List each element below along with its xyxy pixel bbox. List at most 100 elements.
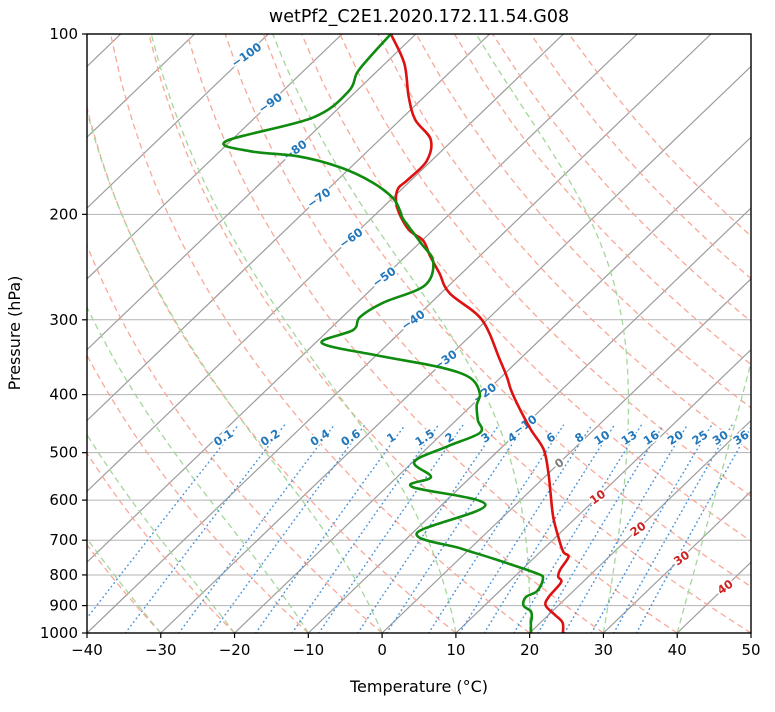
x-tick-label: −10 xyxy=(293,641,325,659)
isotherm-line xyxy=(381,278,751,633)
moist-adiabat-line xyxy=(87,108,383,633)
mixing-ratio-label: 30 xyxy=(710,427,731,447)
moist-adiabat-lines xyxy=(87,34,751,633)
y-tick-label: 500 xyxy=(49,444,78,462)
isotherm-line xyxy=(87,34,712,633)
dry-adiabat-line xyxy=(262,34,751,588)
mixing-ratio-line xyxy=(590,424,713,633)
mixing-ratio-line xyxy=(178,424,335,633)
x-tick-label: −20 xyxy=(219,641,251,659)
moist-adiabat-line xyxy=(676,359,751,633)
mixing-ratio-label: 36 xyxy=(730,427,751,447)
dry-adiabat-line xyxy=(377,34,751,453)
y-tick-label: 100 xyxy=(49,25,78,43)
y-tick-label: 400 xyxy=(49,386,78,404)
isotherm-line xyxy=(529,419,751,633)
dry-adiabat-line xyxy=(453,34,751,366)
mixing-ratio-line xyxy=(613,424,733,633)
mixing-ratio-label: 25 xyxy=(689,427,710,447)
axes-frame: −40 −30 −20 −10 0 10 20 30 40 5010020030040050060… xyxy=(40,25,761,659)
y-tick-label: 1000 xyxy=(40,624,78,642)
y-tick-label: 700 xyxy=(49,531,78,549)
x-tick-label: −30 xyxy=(145,641,177,659)
dry-adiabat-line xyxy=(301,34,751,542)
mixing-ratio-line xyxy=(427,424,565,633)
mixing-ratio-label: 8 xyxy=(572,430,586,446)
dry-adiabat-line xyxy=(530,34,751,280)
moist-adiabat-line xyxy=(750,631,751,633)
mixing-ratio-label: 1.5 xyxy=(412,426,437,449)
isotherm-line xyxy=(87,34,417,351)
mixing-ratio-label: 1 xyxy=(384,430,398,446)
mixing-ratio-label: 6 xyxy=(544,430,558,446)
mixing-ratio-line xyxy=(563,424,688,633)
x-tick-label: 50 xyxy=(741,641,760,659)
isotherm-line xyxy=(87,34,638,564)
isotherm-line xyxy=(307,207,751,633)
mixing-ratio-line xyxy=(211,424,366,633)
mixing-ratio-label: 16 xyxy=(641,427,662,447)
mixing-ratio-line xyxy=(124,424,286,633)
isotherm-lines xyxy=(87,34,751,633)
dry-adiabat-line xyxy=(87,243,383,633)
mixing-ratio-label: 0.4 xyxy=(308,426,333,449)
mixing-ratio-label: 0.1 xyxy=(211,426,236,449)
moist-adiabat-line xyxy=(475,34,630,633)
y-tick-label: 300 xyxy=(49,311,78,329)
mixing-ratio-line xyxy=(385,424,526,633)
moist-adiabat-line xyxy=(87,305,309,633)
mixing-ratio-line xyxy=(513,424,642,633)
dry-adiabat-line xyxy=(87,353,309,633)
dry-adiabat-line xyxy=(339,34,751,497)
isotherm-line xyxy=(87,34,343,280)
dry-adiabat-lines xyxy=(87,34,751,633)
dry-adiabat-line xyxy=(87,543,162,633)
dry-adiabat-line xyxy=(415,34,751,409)
x-tick-label: 10 xyxy=(446,641,465,659)
isotherm-label: −100 xyxy=(229,40,265,71)
isotherm-line xyxy=(87,34,491,422)
x-tick-label: −40 xyxy=(71,641,103,659)
sounding-curves xyxy=(222,34,570,633)
isotherm-line xyxy=(87,34,269,209)
isotherm-line xyxy=(87,34,195,139)
dry-adiabat-line xyxy=(568,34,751,237)
dry-adiabat-line xyxy=(87,452,236,633)
mixing-ratio-line xyxy=(458,424,593,633)
isotherm-line xyxy=(234,136,751,633)
plot-border xyxy=(86,33,752,634)
y-tick-label: 600 xyxy=(49,491,78,509)
dry-adiabat-line xyxy=(148,34,604,633)
dewpoint-curve xyxy=(222,34,545,633)
dry-adiabat-line xyxy=(109,34,531,633)
dry-adiabat-line xyxy=(224,34,751,633)
isotherm-line xyxy=(87,34,564,493)
moist-adiabat-line xyxy=(150,34,457,633)
moist-adiabat-line xyxy=(87,433,236,633)
y-axis-label: Pressure (hPa) xyxy=(5,276,24,391)
mixing-ratio-label: 20 xyxy=(665,427,686,447)
dry-adiabat-line xyxy=(492,34,751,323)
x-axis-label: Temperature (°C) xyxy=(349,677,488,696)
moist-adiabat-line xyxy=(87,537,162,633)
mixing-ratio-label: 10 xyxy=(591,427,612,447)
pressure-gridlines xyxy=(87,34,751,633)
x-tick-label: 0 xyxy=(377,641,387,659)
isotherm-line xyxy=(750,632,751,633)
mixing-ratio-line xyxy=(635,426,751,633)
x-tick-label: 30 xyxy=(594,641,613,659)
x-tick-label: 40 xyxy=(668,641,687,659)
mixing-ratio-label: 0.6 xyxy=(338,426,363,449)
isotherm-line xyxy=(603,490,751,633)
plot-title: wetPf2_C2E1.2020.172.11.54.G08 xyxy=(269,7,569,27)
y-tick-label: 200 xyxy=(49,205,78,223)
temperature-curve xyxy=(389,34,570,633)
y-tick-label: 800 xyxy=(49,566,78,584)
y-tick-label: 900 xyxy=(49,597,78,615)
isotherm-line xyxy=(455,348,751,633)
mixing-ratio-line xyxy=(87,424,239,620)
x-tick-label: 20 xyxy=(520,641,539,659)
moist-adiabat-line xyxy=(272,34,531,633)
